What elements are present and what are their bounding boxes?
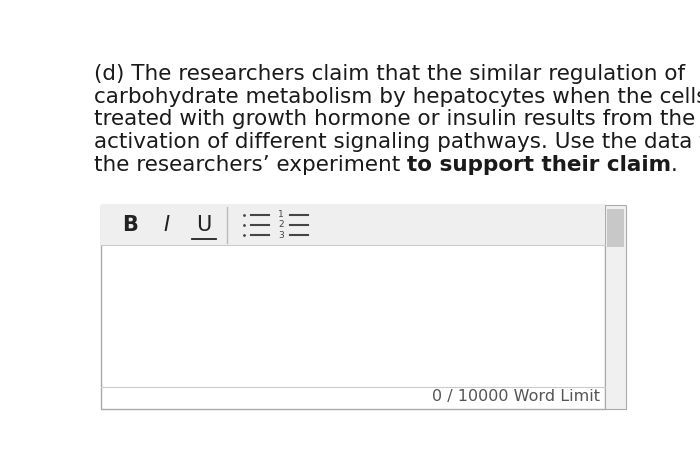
Text: (d) The researchers claim that the similar regulation of: (d) The researchers claim that the simil… xyxy=(94,64,685,84)
Text: U: U xyxy=(196,215,211,235)
Bar xyxy=(607,209,624,247)
Text: B: B xyxy=(122,215,138,235)
Text: 3: 3 xyxy=(278,231,284,240)
Text: carbohydrate metabolism by hepatocytes when the cells are: carbohydrate metabolism by hepatocytes w… xyxy=(94,87,700,106)
Text: the researchers’ experiment: the researchers’ experiment xyxy=(94,155,407,175)
Text: to support their claim: to support their claim xyxy=(407,155,671,175)
Text: .: . xyxy=(671,155,678,175)
Text: 1: 1 xyxy=(278,210,284,219)
Text: activation of different signaling pathways. Use the data from: activation of different signaling pathwa… xyxy=(94,132,700,152)
Bar xyxy=(606,205,626,409)
Text: treated with growth hormone or insulin results from the: treated with growth hormone or insulin r… xyxy=(94,109,695,129)
Bar xyxy=(102,205,606,245)
Bar xyxy=(102,205,606,409)
Text: 2: 2 xyxy=(278,220,284,229)
Text: 0 / 10000 Word Limit: 0 / 10000 Word Limit xyxy=(432,389,600,404)
Text: I: I xyxy=(164,215,169,235)
